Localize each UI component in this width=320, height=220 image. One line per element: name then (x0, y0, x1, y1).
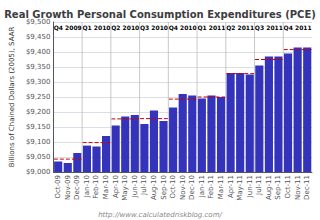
svg-text:Nov-09: Nov-09 (64, 175, 72, 200)
svg-text:Q2 2011: Q2 2011 (226, 24, 254, 31)
svg-text:http://www.calculatedriskblog.: http://www.calculatedriskblog.com/ (98, 211, 222, 219)
svg-text:Jul-10: Jul-10 (140, 175, 148, 196)
svg-text:Aug-11: Aug-11 (265, 175, 273, 200)
svg-text:$9,400: $9,400 (26, 48, 51, 56)
svg-text:$9,000: $9,000 (26, 168, 51, 176)
svg-text:$9,350: $9,350 (26, 63, 51, 71)
svg-text:Sep-11: Sep-11 (274, 175, 282, 200)
svg-text:$9,500: $9,500 (25, 18, 51, 26)
svg-text:Nov-10: Nov-10 (179, 175, 187, 200)
svg-text:Jul-11: Jul-11 (255, 175, 263, 196)
svg-text:Dec-10: Dec-10 (188, 175, 196, 200)
svg-text:Jun-11: Jun-11 (246, 175, 254, 198)
svg-text:$9,200: $9,200 (26, 108, 51, 116)
svg-text:Mar-10: Mar-10 (102, 175, 110, 199)
svg-text:Q1 2011: Q1 2011 (197, 24, 225, 31)
svg-text:Sep-10: Sep-10 (160, 175, 168, 200)
svg-text:Q4 2011: Q4 2011 (284, 24, 312, 31)
svg-text:$9,150: $9,150 (26, 123, 51, 131)
svg-text:$9,300: $9,300 (26, 78, 51, 86)
svg-text:Q4 2010: Q4 2010 (169, 24, 197, 31)
svg-text:Q2 2010: Q2 2010 (111, 24, 139, 31)
svg-text:Oct-10: Oct-10 (169, 175, 177, 199)
svg-text:Apr-11: Apr-11 (227, 175, 235, 198)
svg-text:$9,250: $9,250 (26, 93, 51, 101)
svg-text:Dec-11: Dec-11 (303, 175, 311, 200)
svg-text:$9,100: $9,100 (26, 138, 51, 146)
svg-text:Q4 2009: Q4 2009 (54, 24, 82, 31)
svg-text:Dec-09: Dec-09 (73, 175, 81, 200)
svg-text:May-10: May-10 (121, 175, 129, 201)
svg-text:Q3 2010: Q3 2010 (140, 24, 168, 31)
svg-text:Feb-11: Feb-11 (207, 175, 215, 199)
svg-text:Q1 2010: Q1 2010 (82, 24, 110, 31)
svg-text:Jan-10: Jan-10 (83, 175, 91, 198)
svg-text:Aug-10: Aug-10 (150, 175, 158, 200)
svg-text:Mar-11: Mar-11 (217, 175, 225, 199)
svg-text:Oct-11: Oct-11 (284, 175, 292, 199)
svg-text:Jan-11: Jan-11 (198, 175, 206, 198)
svg-text:$9,450: $9,450 (26, 33, 51, 41)
svg-text:Q3 2011: Q3 2011 (255, 24, 283, 31)
svg-text:Billions of Chained Dollars (2: Billions of Chained Dollars (2005), SAAR (8, 27, 16, 168)
svg-text:Apr-10: Apr-10 (112, 175, 120, 198)
svg-text:Nov-11: Nov-11 (294, 175, 302, 200)
svg-text:May-11: May-11 (236, 175, 244, 201)
svg-text:Feb-10: Feb-10 (92, 175, 100, 199)
svg-text:Real Growth Personal Consumpti: Real Growth Personal Consumption Expendi… (4, 9, 316, 20)
svg-text:$9,050: $9,050 (26, 153, 51, 161)
svg-text:Oct-09: Oct-09 (54, 175, 62, 199)
svg-text:Jun-10: Jun-10 (131, 175, 139, 198)
